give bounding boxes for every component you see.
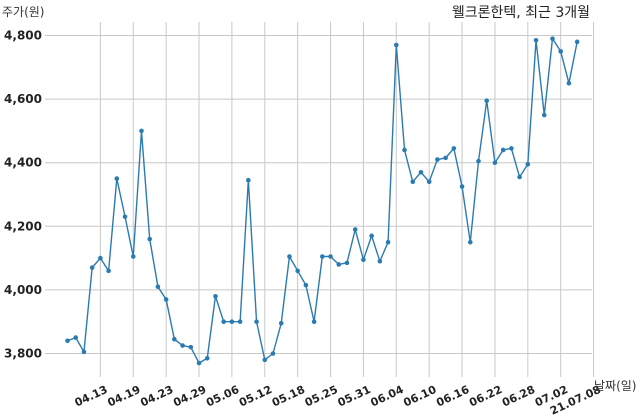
data-point	[418, 169, 424, 175]
data-point	[287, 254, 292, 259]
x-tick-label: 05.25	[303, 383, 340, 409]
series-line	[67, 37, 578, 364]
data-point	[122, 214, 128, 220]
data-point	[172, 336, 177, 342]
data-point	[262, 357, 268, 363]
data-point	[188, 344, 194, 350]
y-tick-label: 3,800	[4, 347, 42, 361]
x-axis-label: 날짜(일)	[594, 379, 636, 393]
x-tick-label: 05.12	[237, 383, 274, 409]
data-point	[278, 320, 284, 326]
chart-title: 웰크론한텍, 최근 3개월	[452, 5, 590, 21]
data-point	[533, 37, 539, 43]
data-point	[443, 155, 448, 161]
data-point	[426, 179, 432, 185]
data-point	[229, 319, 235, 325]
data-point	[237, 319, 243, 325]
data-point	[180, 343, 185, 348]
x-tick-label: 04.23	[138, 383, 175, 409]
y-tick-label: 4,200	[4, 219, 42, 233]
data-point	[369, 233, 374, 239]
data-point	[196, 360, 202, 366]
data-point	[204, 355, 210, 361]
data-point	[213, 293, 218, 299]
data-point	[566, 80, 572, 86]
price-series	[65, 36, 580, 366]
data-point	[139, 128, 144, 134]
x-tick-label: 06.28	[500, 383, 537, 409]
data-point	[98, 255, 103, 261]
data-point	[328, 254, 333, 259]
data-point	[467, 239, 473, 245]
y-tick-label: 4,000	[4, 283, 42, 297]
data-point	[517, 174, 522, 180]
data-point	[163, 297, 169, 302]
data-point	[320, 254, 325, 259]
data-point	[344, 260, 350, 266]
y-tick-label: 4,800	[4, 29, 42, 43]
data-point	[130, 254, 136, 259]
data-point	[89, 265, 95, 270]
x-tick-label: 06.16	[434, 383, 471, 410]
x-tick-label: 05.18	[270, 383, 307, 409]
data-point	[558, 49, 563, 54]
data-point	[484, 98, 490, 103]
data-point	[402, 147, 407, 153]
x-tick-label: 06.04	[369, 383, 406, 410]
y-tick-label: 4,400	[4, 156, 42, 170]
data-point	[410, 179, 416, 185]
data-point	[435, 157, 440, 162]
data-point	[311, 319, 317, 325]
data-point	[459, 184, 465, 189]
x-tick-label: 04.13	[73, 383, 110, 409]
data-point	[377, 258, 383, 264]
data-point	[81, 349, 87, 355]
data-point	[65, 338, 70, 344]
data-point	[476, 158, 481, 164]
data-point	[509, 146, 514, 151]
data-point	[385, 239, 391, 245]
data-point	[550, 36, 555, 41]
data-point	[114, 176, 120, 181]
data-point	[147, 236, 152, 242]
x-tick-label: 06.22	[467, 383, 504, 409]
data-point	[295, 268, 300, 274]
y-tick-label: 4,600	[4, 92, 42, 106]
data-point	[73, 335, 79, 340]
data-point	[221, 319, 226, 325]
x-tick-label: 06.10	[401, 383, 438, 410]
data-point	[574, 39, 580, 45]
grid	[45, 22, 595, 377]
x-axis-ticks: 04.1304.1904.2304.2905.0605.1205.1805.25…	[73, 383, 603, 418]
x-tick-label: 04.19	[105, 383, 142, 409]
y-axis-ticks: 3,800 4,000 4,200 4,400 4,600 4,800	[4, 29, 42, 361]
data-point	[155, 284, 161, 290]
data-point	[106, 268, 111, 274]
data-point	[254, 319, 259, 325]
x-tick-label: 05.06	[204, 383, 241, 410]
data-point	[270, 351, 276, 356]
data-point	[352, 227, 358, 232]
data-point	[541, 112, 547, 118]
data-point	[525, 161, 531, 167]
data-point	[246, 177, 251, 183]
data-point	[451, 146, 457, 151]
data-point	[303, 282, 309, 288]
y-axis-label: 주가(원)	[2, 5, 44, 19]
data-point	[492, 160, 498, 165]
x-tick-label: 04.29	[171, 383, 208, 409]
data-point	[394, 42, 399, 48]
x-tick-label: 05.31	[336, 383, 373, 409]
data-point	[500, 147, 506, 153]
data-point	[361, 257, 366, 262]
data-point	[336, 262, 342, 267]
